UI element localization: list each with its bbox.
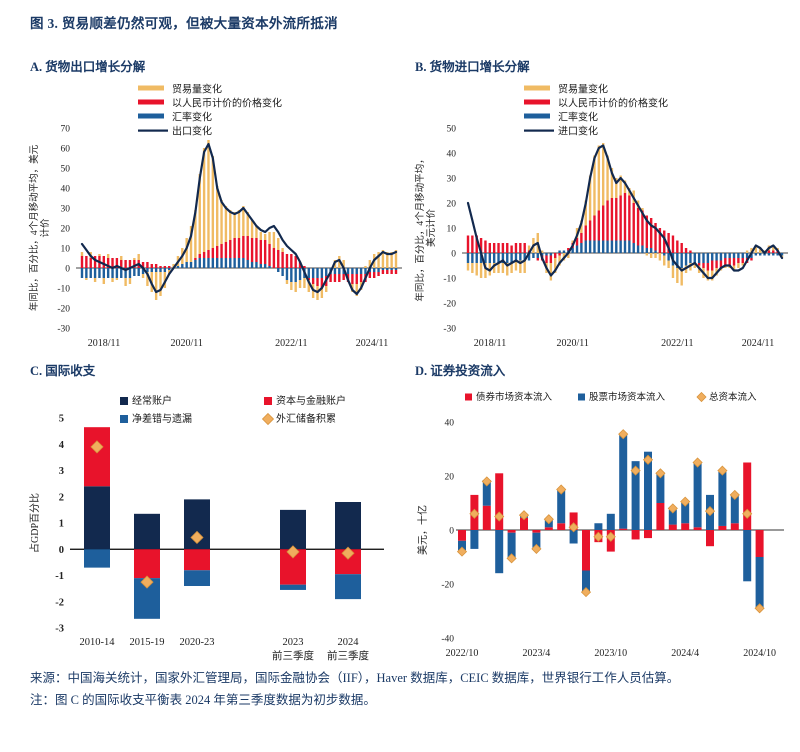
svg-text:经常账户: 经常账户: [132, 394, 172, 407]
svg-text:60: 60: [61, 145, 71, 155]
svg-text:汇率变化: 汇率变化: [558, 111, 598, 124]
svg-text:0: 0: [59, 545, 64, 556]
svg-text:-20: -20: [441, 581, 454, 591]
svg-text:3: 3: [59, 466, 64, 477]
svg-text:-20: -20: [57, 305, 70, 315]
svg-text:净差错与遗漏: 净差错与遗漏: [132, 412, 192, 425]
svg-text:美元，十亿: 美元，十亿: [416, 505, 429, 555]
svg-text:40: 40: [445, 419, 455, 429]
svg-text:-2: -2: [55, 597, 64, 608]
svg-text:-10: -10: [57, 285, 70, 295]
figure-footer: 来源：中国海关统计，国家外汇管理局，国际金融协会（IIF），Haver 数据库，…: [30, 668, 778, 711]
svg-text:2: 2: [59, 492, 64, 503]
svg-text:总资本流入: 总资本流入: [709, 391, 757, 403]
svg-text:以人民币计价的价格变化: 以人民币计价的价格变化: [172, 97, 282, 110]
balance-of-payments-chart: 5 4 3 2 1 0 -1 -2 -3 占GDP百分比 2010-14 2015-19 2020-23…: [28, 394, 384, 662]
svg-text:2024: 2024: [338, 637, 360, 648]
svg-text:40: 40: [447, 150, 457, 160]
svg-text:2024/10: 2024/10: [743, 648, 776, 659]
svg-text:占GDP百分比: 占GDP百分比: [28, 493, 41, 553]
svg-text:计价: 计价: [39, 218, 51, 238]
svg-text:70: 70: [61, 125, 71, 135]
svg-text:40: 40: [61, 185, 71, 195]
import-growth-decomposition-chart: 50 40 30 20 10 0 -10 -20 -30 年同比，百分比，4个月移动平均， 美元计价…: [414, 83, 788, 349]
svg-text:10: 10: [61, 245, 71, 255]
svg-text:0: 0: [449, 527, 454, 537]
footnote: 注：图 C 的国际收支平衡表 2024 年第三季度数据为初步数据。: [30, 692, 376, 707]
svg-text:前三季度: 前三季度: [272, 649, 314, 662]
svg-text:2018/11: 2018/11: [474, 338, 506, 349]
svg-text:30: 30: [447, 175, 457, 185]
svg-text:2020-23: 2020-23: [180, 637, 215, 648]
svg-text:美元计价: 美元计价: [425, 209, 437, 248]
svg-text:以人民币计价的价格变化: 以人民币计价的价格变化: [558, 97, 668, 110]
svg-text:2020/11: 2020/11: [556, 338, 588, 349]
svg-text:2023: 2023: [283, 637, 304, 648]
svg-text:2022/11: 2022/11: [661, 338, 693, 349]
svg-text:-10: -10: [443, 275, 456, 285]
svg-text:2015-19: 2015-19: [130, 637, 165, 648]
svg-text:2024/4: 2024/4: [671, 648, 699, 659]
svg-text:1: 1: [59, 519, 64, 530]
figure-title: 图 3. 贸易顺差仍然可观，但被大量资本外流所抵消: [30, 16, 338, 31]
svg-text:10: 10: [447, 225, 457, 235]
svg-text:4: 4: [59, 440, 65, 451]
panel-a-title: A. 货物出口增长分解: [30, 60, 146, 74]
svg-text:-3: -3: [55, 624, 64, 635]
svg-text:0: 0: [451, 250, 456, 260]
svg-text:2020/11: 2020/11: [170, 338, 202, 349]
panel-d-title: D. 证券投资流入: [415, 364, 506, 378]
svg-text:债券市场资本流入: 债券市场资本流入: [476, 391, 553, 403]
svg-text:2023/4: 2023/4: [523, 648, 551, 659]
svg-text:-30: -30: [57, 325, 70, 335]
svg-text:-30: -30: [443, 325, 456, 335]
svg-text:50: 50: [447, 125, 457, 135]
svg-text:出口变化: 出口变化: [172, 125, 212, 138]
svg-text:20: 20: [447, 200, 457, 210]
panel-c-title: C. 国际收支: [30, 364, 96, 378]
svg-text:5: 5: [59, 414, 64, 425]
svg-text:-1: -1: [55, 571, 64, 582]
source-note: 来源：中国海关统计，国家外汇管理局，国际金融协会（IIF），Haver 数据库，…: [30, 671, 680, 685]
panel-b-title: B. 货物进口增长分解: [415, 60, 530, 74]
svg-text:20: 20: [61, 225, 71, 235]
svg-text:0: 0: [65, 265, 70, 275]
svg-text:2022/11: 2022/11: [275, 338, 307, 349]
svg-text:30: 30: [61, 205, 71, 215]
portfolio-inflows-chart: 40 20 0 -20 -40 美元，十亿 2022/10 2023/4 2023/10 2024…: [416, 391, 784, 659]
svg-text:2023/10: 2023/10: [594, 648, 627, 659]
svg-text:2024/11: 2024/11: [742, 338, 774, 349]
svg-text:2024/11: 2024/11: [356, 338, 388, 349]
svg-text:汇率变化: 汇率变化: [172, 111, 212, 124]
svg-text:贸易量变化: 贸易量变化: [172, 83, 222, 96]
svg-text:2018/11: 2018/11: [88, 338, 120, 349]
svg-text:2022/10: 2022/10: [446, 648, 479, 659]
svg-text:-40: -40: [441, 635, 454, 645]
svg-text:贸易量变化: 贸易量变化: [558, 83, 608, 96]
svg-text:年同比，百分比，4个月移动平均，: 年同比，百分比，4个月移动平均，: [414, 154, 426, 301]
svg-text:进口变化: 进口变化: [558, 125, 598, 138]
svg-text:-20: -20: [443, 300, 456, 310]
svg-text:2010-14: 2010-14: [80, 637, 116, 648]
svg-text:资本与金融账户: 资本与金融账户: [276, 394, 346, 407]
svg-text:20: 20: [445, 473, 455, 483]
svg-text:年同比，百分比，4个月移动平均，美元: 年同比，百分比，4个月移动平均，美元: [28, 144, 40, 311]
svg-text:股票市场资本流入: 股票市场资本流入: [589, 391, 666, 403]
export-growth-decomposition-chart: 70 60 50 40 30 20 10 0 -10 -20 -30 年同比，百分比，4个月移动平均，…: [28, 83, 402, 349]
svg-text:外汇储备积累: 外汇储备积累: [276, 412, 336, 425]
svg-text:前三季度: 前三季度: [327, 649, 369, 662]
svg-text:50: 50: [61, 165, 71, 175]
